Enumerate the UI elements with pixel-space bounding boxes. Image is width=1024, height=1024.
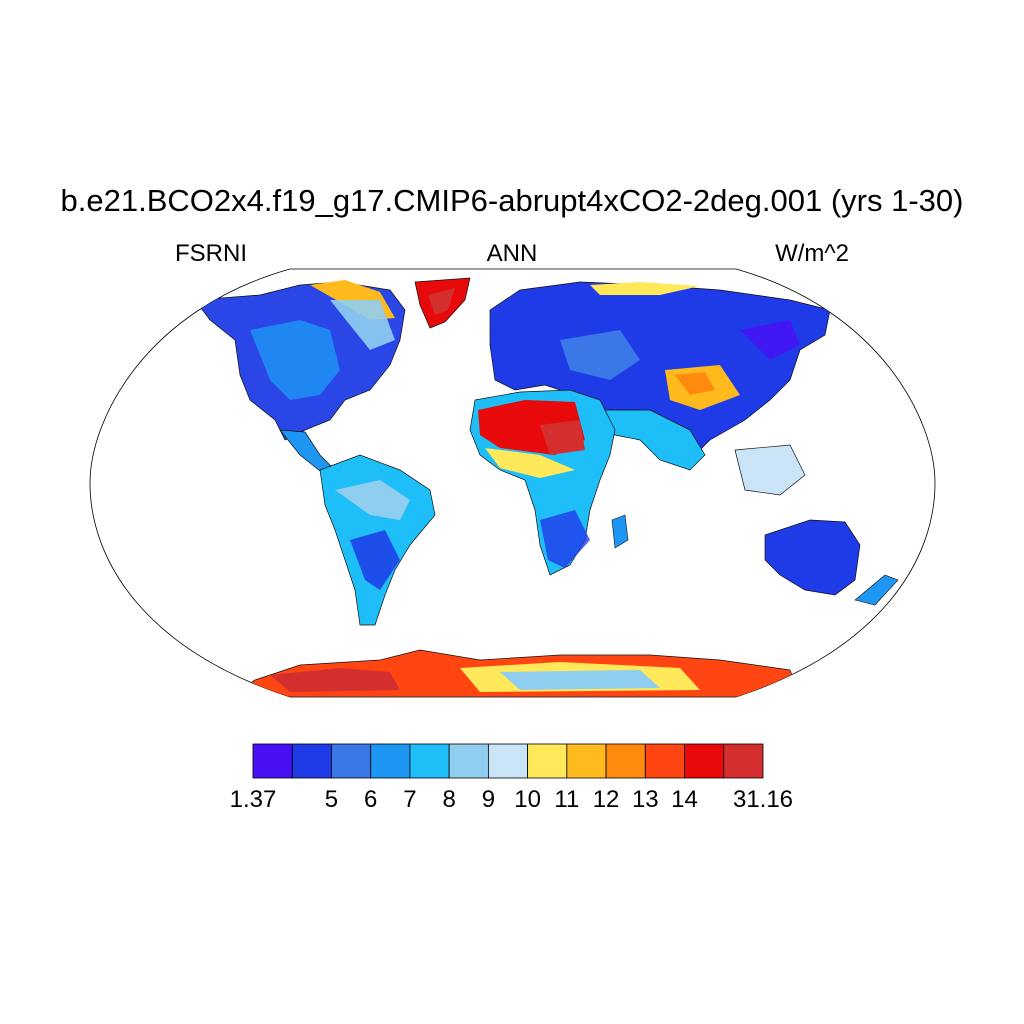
- variable-label: FSRNI: [175, 240, 247, 267]
- colorbar-swatch-2: [331, 743, 372, 779]
- colorbar-swatch-10: [644, 743, 685, 779]
- colorbar-swatch-0: [252, 743, 293, 779]
- arabia-india: [599, 409, 706, 471]
- colorbar-label-9: 12: [592, 786, 620, 813]
- australia: [764, 519, 861, 596]
- colorbar-label-5: 8: [442, 786, 456, 813]
- colorbar-label-4: 7: [403, 786, 417, 813]
- eurasia: [489, 281, 831, 461]
- colorbar-label-6: 9: [481, 786, 496, 813]
- colorbar-swatch-5: [448, 743, 489, 779]
- colorbar-swatch-1: [291, 743, 332, 779]
- colorbar-swatch-6: [487, 743, 529, 779]
- colorbar-swatch-8: [566, 743, 607, 779]
- colorbar-label-7: 10: [514, 786, 541, 813]
- colorbar-label-3: 6: [364, 786, 378, 813]
- colorbar-swatch-3: [370, 743, 411, 779]
- colorbar-swatch-11: [684, 743, 725, 779]
- colorbar-swatch-9: [605, 743, 646, 779]
- colorbar-label-13: 31.16: [732, 786, 794, 813]
- season-label: ANN: [486, 240, 538, 267]
- units-label: W/m^2: [775, 240, 849, 267]
- colorbar-label-11: 14: [671, 786, 698, 813]
- colorbar-label-8: 11: [554, 786, 580, 813]
- colorbar-swatch-4: [409, 743, 450, 779]
- colorbar-swatch-12: [723, 743, 764, 779]
- colorbar-label-0: 1.37: [229, 786, 277, 813]
- colorbar-swatch-7: [527, 743, 568, 779]
- page-title: b.e21.BCO2x4.f19_g17.CMIP6-abrupt4xCO2-2…: [60, 183, 964, 218]
- colorbar-label-10: 13: [631, 786, 659, 813]
- colorbar-label-2: 5: [324, 786, 339, 813]
